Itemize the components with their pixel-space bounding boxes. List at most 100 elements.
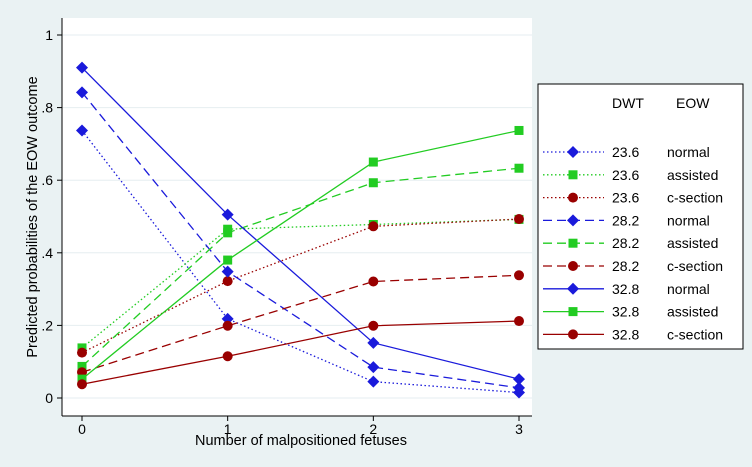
data-point [513, 373, 525, 386]
legend-dwt: 28.2 [612, 212, 639, 228]
legend-marker [568, 192, 578, 203]
y-tick-label: 0 [45, 390, 53, 406]
legend-entry: 32.8 assisted [543, 304, 718, 320]
legend-entry: 23.6 assisted [543, 167, 718, 183]
legend-marker [567, 214, 579, 227]
legend-eow: c-section [667, 326, 723, 342]
legend-dwt: 28.2 [612, 258, 639, 274]
series-line [81, 67, 520, 380]
legend-entry: 28.2 c-section [543, 258, 723, 274]
series-line [81, 130, 520, 394]
series-line [81, 91, 520, 389]
legend-eow: c-section [667, 190, 723, 206]
x-tick-label: 0 [78, 421, 86, 437]
series-23.6-c-section [77, 214, 524, 358]
legend-eow: assisted [667, 167, 718, 183]
data-point [222, 276, 233, 287]
data-point [223, 255, 233, 265]
axes [61, 18, 532, 417]
data-point [514, 270, 524, 281]
data-point [514, 214, 524, 225]
data-point [76, 124, 88, 137]
data-point [221, 265, 234, 278]
series-line [81, 274, 520, 373]
series-32.8-c-section [77, 316, 524, 390]
y-tick-label: 1 [45, 27, 53, 43]
data-point [76, 61, 88, 74]
data-point [368, 276, 379, 287]
series-line [81, 218, 520, 354]
legend-marker [567, 146, 579, 158]
data-point [367, 336, 380, 349]
series-28.2-assisted [77, 163, 524, 371]
x-tick-label: 3 [515, 421, 523, 437]
y-tick-label: .2 [41, 317, 53, 333]
data-point [368, 157, 378, 167]
legend-marker [568, 170, 578, 180]
legend-entry: 28.2 normal [543, 212, 710, 228]
data-point [77, 347, 87, 358]
data-point [514, 163, 524, 173]
legend-entry: 23.6 normal [543, 144, 710, 160]
data-point [513, 381, 525, 394]
series-line [81, 218, 520, 349]
legend-dwt: 28.2 [612, 235, 639, 251]
series-32.8-normal [76, 61, 525, 386]
legend-eow: assisted [667, 304, 718, 320]
data-point [367, 361, 380, 374]
data-point [77, 379, 87, 390]
plot-area [62, 18, 532, 416]
legend-entry: 28.2 assisted [543, 235, 718, 251]
legend-eow: c-section [667, 258, 723, 274]
data-point [223, 228, 233, 238]
legend-dwt: 32.8 [612, 326, 639, 342]
series-28.2-normal [76, 86, 525, 394]
legend-header-eow: EOW [676, 95, 710, 111]
data-point [76, 86, 88, 99]
x-axis-label: Number of malpositioned fetuses [195, 433, 407, 449]
legend-marker [568, 307, 578, 317]
legend-entry: 32.8 c-section [543, 326, 723, 342]
data-point [77, 374, 87, 384]
legend-header-dwt: DWT [612, 95, 644, 111]
data-point [368, 320, 379, 331]
legend-entry: 23.6 c-section [543, 190, 723, 206]
data-point [77, 361, 87, 371]
series-line [81, 129, 520, 380]
y-tick-label: .4 [41, 245, 53, 261]
data-point [368, 221, 379, 232]
series-group [76, 61, 525, 399]
series-line [81, 320, 520, 385]
y-tick-label: .8 [41, 100, 53, 116]
series-line [81, 167, 520, 367]
data-point [514, 125, 524, 135]
data-point [222, 320, 233, 331]
data-point [514, 316, 524, 327]
series-32.8-assisted [77, 125, 524, 384]
legend-marker [568, 329, 578, 340]
legend-marker [568, 238, 578, 248]
series-28.2-c-section [77, 270, 524, 378]
legend-dwt: 32.8 [612, 304, 639, 320]
legend-dwt: 23.6 [612, 144, 639, 160]
legend-eow: assisted [667, 235, 718, 251]
data-point [221, 208, 234, 221]
legend-eow: normal [667, 212, 710, 228]
x-tick-label: 2 [369, 421, 377, 437]
gridlines [62, 34, 532, 399]
data-point [222, 351, 233, 362]
tick-labels: 0 .2 .4 .6 .8 1 0 1 2 3 [41, 27, 523, 437]
legend-eow: normal [667, 281, 710, 297]
legend-entries: 23.6 normal 23.6 assisted 23.6 c-section 28.2 n… [543, 144, 723, 342]
data-point [368, 178, 378, 188]
legend-dwt: 32.8 [612, 281, 639, 297]
legend-marker [567, 282, 579, 295]
legend-dwt: 23.6 [612, 167, 639, 183]
legend-eow: normal [667, 144, 710, 160]
data-point [367, 375, 380, 388]
x-tick-label: 1 [224, 421, 232, 437]
legend-marker [568, 261, 578, 271]
legend-dwt: 23.6 [612, 190, 639, 206]
legend: DWT EOW 23.6 normal 23.6 assisted 23.6 c-sect… [537, 83, 744, 350]
